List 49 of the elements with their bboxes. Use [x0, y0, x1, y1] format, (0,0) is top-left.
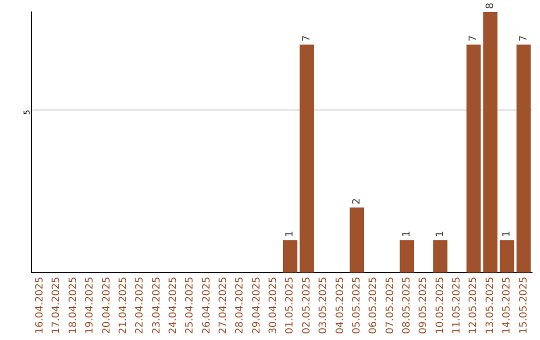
- data-label: 7: [468, 35, 480, 42]
- x-tick-label: 12.05.2025: [468, 276, 480, 334]
- x-tick-label: 03.05.2025: [318, 276, 330, 334]
- x-tick-label: 02.05.2025: [301, 276, 312, 334]
- x-tick-label: 19.04.2025: [84, 276, 96, 334]
- x-tick-label: 18.04.2025: [68, 276, 79, 334]
- x-tick-label: 15.05.2025: [518, 276, 530, 334]
- bar: [300, 44, 314, 273]
- bar: [500, 240, 514, 273]
- data-label: 7: [518, 35, 530, 42]
- bar: [283, 240, 298, 273]
- x-tick-label: 22.04.2025: [134, 276, 146, 334]
- x-tick-label: 07.05.2025: [384, 276, 396, 334]
- x-tick-label: 04.05.2025: [334, 276, 346, 334]
- data-label: 7: [301, 35, 312, 42]
- x-tick-label: 06.05.2025: [368, 276, 380, 334]
- x-tick-label: 26.04.2025: [201, 276, 212, 334]
- bar: [516, 44, 531, 273]
- x-tick-label: 29.04.2025: [251, 276, 262, 334]
- data-label: 8: [484, 2, 496, 9]
- x-tick-label: 30.04.2025: [268, 276, 280, 334]
- x-tick-label: 28.04.2025: [234, 276, 246, 334]
- x-tick-label: 16.04.2025: [34, 276, 46, 334]
- x-tick-label: 11.05.2025: [452, 276, 463, 334]
- x-tick-label: 25.04.2025: [184, 276, 196, 334]
- data-label: 1: [401, 230, 412, 238]
- x-tick-label: 21.04.2025: [118, 276, 129, 334]
- data-label: 1: [434, 230, 446, 238]
- x-tick-label: 01.05.2025: [284, 276, 296, 334]
- bar: [466, 44, 481, 273]
- data-label: 1: [502, 230, 513, 238]
- bar: [483, 12, 498, 273]
- x-tick-label: 10.05.2025: [434, 276, 446, 334]
- x-tick-label: 08.05.2025: [401, 276, 412, 334]
- x-tick-label: 20.04.2025: [101, 276, 112, 334]
- x-tick-label: 13.05.2025: [484, 276, 496, 334]
- x-tick-label: 09.05.2025: [418, 276, 430, 334]
- y-tick-label: 5: [22, 110, 32, 115]
- x-tick-label: 23.04.2025: [151, 276, 162, 334]
- x-tick-label: 14.05.2025: [502, 276, 513, 334]
- x-tick-label: 05.05.2025: [351, 276, 362, 334]
- bar: [433, 240, 448, 273]
- x-tick-label: 24.04.2025: [168, 276, 179, 334]
- x-tick-label: 27.04.2025: [218, 276, 230, 334]
- x-tick-label: 17.04.2025: [51, 276, 62, 334]
- data-label: 2: [351, 198, 362, 205]
- bar: [350, 208, 364, 273]
- data-label: 1: [284, 230, 296, 238]
- bar: [400, 240, 414, 273]
